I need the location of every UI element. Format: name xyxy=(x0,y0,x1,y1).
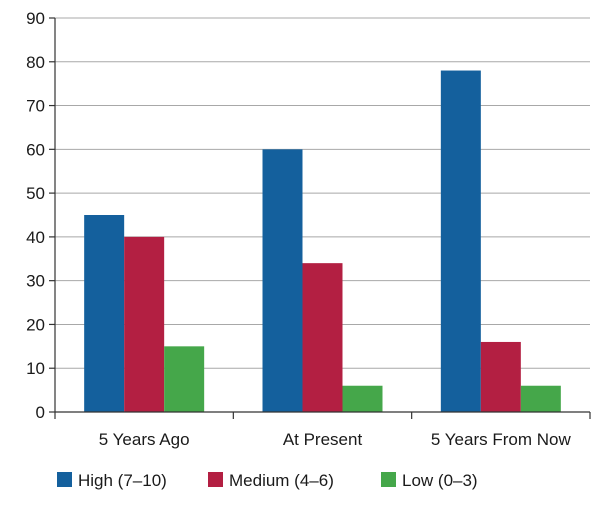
y-tick-label: 80 xyxy=(26,53,45,72)
bar-high-2 xyxy=(262,149,303,413)
x-category-label: At Present xyxy=(283,430,363,449)
y-tick-label: 30 xyxy=(26,272,45,291)
legend-swatch xyxy=(57,472,72,487)
y-tick-label: 50 xyxy=(26,184,45,203)
legend-swatch xyxy=(381,472,396,487)
bar-medium-1 xyxy=(124,236,165,412)
y-tick-label: 40 xyxy=(26,228,45,247)
y-tick-label: 60 xyxy=(26,140,45,159)
y-tick-label: 0 xyxy=(36,403,45,422)
bar-medium-2 xyxy=(302,263,343,412)
x-category-label: 5 Years From Now xyxy=(431,430,572,449)
bar-low-2 xyxy=(342,385,383,412)
legend: High (7–10) Medium (4–6) Low (0–3) xyxy=(57,471,478,490)
axes: 0 10 20 30 40 50 60 70 80 90 5 Years Ago At Present… xyxy=(26,9,591,449)
bar-medium-3 xyxy=(480,341,521,412)
x-category-label: 5 Years Ago xyxy=(99,430,190,449)
bar-low-1 xyxy=(164,346,205,412)
bars xyxy=(84,70,561,413)
bar-high-3 xyxy=(440,70,481,413)
legend-label: High (7–10) xyxy=(78,471,167,490)
legend-swatch xyxy=(208,472,223,487)
legend-label: Low (0–3) xyxy=(402,471,478,490)
bar-low-3 xyxy=(520,385,561,412)
y-tick-label: 10 xyxy=(26,359,45,378)
y-tick-label: 90 xyxy=(26,9,45,28)
legend-label: Medium (4–6) xyxy=(229,471,334,490)
y-tick-label: 70 xyxy=(26,97,45,116)
bar-high-1 xyxy=(84,215,125,412)
y-tick-label: 20 xyxy=(26,315,45,334)
